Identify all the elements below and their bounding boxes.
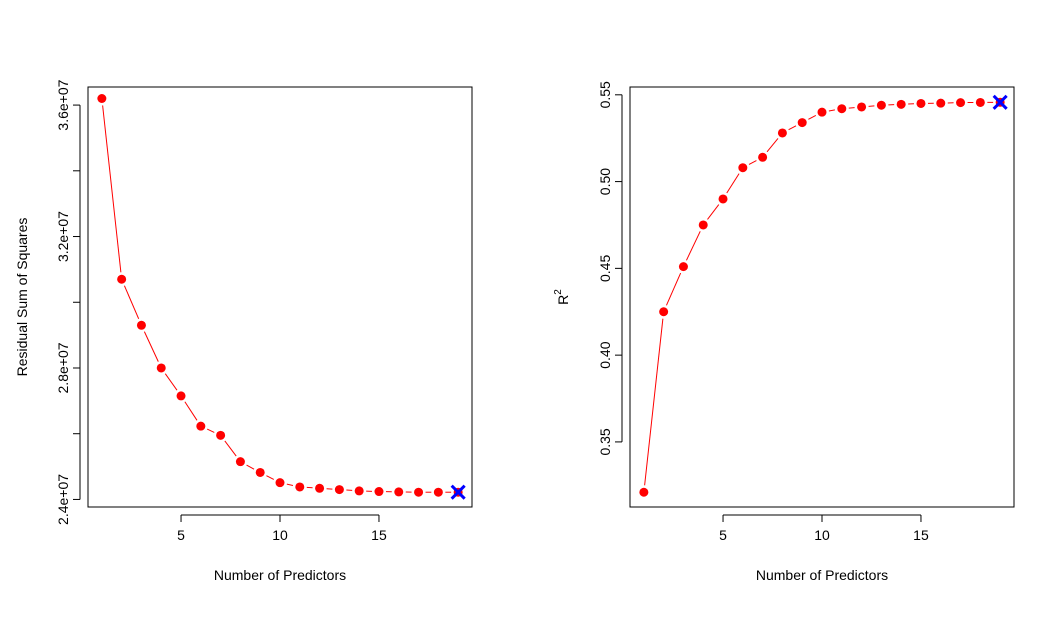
data-point — [176, 391, 186, 401]
data-point — [876, 100, 886, 110]
y-tick-label: 0.55 — [597, 81, 613, 108]
rss-panel: 5 10 15 2.4e+07 2.8e+07 3.2e+07 3.6e+07 Number … — [14, 79, 473, 583]
data-point — [97, 94, 107, 104]
data-point — [354, 486, 364, 496]
series-segment — [184, 401, 198, 421]
series-segment — [206, 428, 215, 433]
data-point — [275, 478, 285, 488]
r-squared-panel: 5 10 15 0.35 0.40 0.45 0.50 0.55 Number of Predi… — [553, 81, 1015, 583]
data-point — [136, 320, 146, 330]
x-tick-label: 15 — [371, 527, 387, 543]
data-point — [394, 487, 404, 497]
y-tick-label: 3.6e+07 — [55, 79, 71, 130]
y-tick-label: 0.45 — [597, 255, 613, 282]
y-tick-label: 2.8e+07 — [55, 342, 71, 393]
series-segment — [164, 373, 178, 391]
data-point — [738, 163, 748, 173]
data-point — [374, 487, 384, 497]
data-point — [639, 487, 649, 497]
data-point — [117, 274, 127, 284]
series-segment — [707, 204, 720, 220]
data-point — [196, 421, 206, 431]
x-tick-label: 5 — [177, 527, 185, 543]
y-tick-label: 2.4e+07 — [55, 474, 71, 525]
data-point — [718, 194, 728, 204]
x-axis-label: Number of Predictors — [214, 567, 346, 583]
data-point — [315, 483, 325, 493]
data-point — [936, 98, 946, 108]
y-axis-label: Residual Sum of Squares — [14, 218, 30, 377]
series-segment — [848, 107, 855, 109]
x-tick-label: 10 — [272, 527, 288, 543]
series-segment — [102, 105, 122, 273]
y-axis-label: R2 — [553, 289, 571, 305]
series-segment — [286, 483, 294, 486]
series-segment — [685, 231, 701, 261]
y-tick-label: 3.2e+07 — [55, 211, 71, 262]
series-segment — [666, 272, 682, 306]
series-segment — [726, 173, 740, 194]
plot-frame — [629, 86, 1015, 508]
series-segment — [143, 331, 159, 362]
series-segment — [788, 125, 797, 131]
series-segment — [828, 109, 835, 112]
data-point — [916, 98, 926, 108]
data-point — [216, 430, 226, 440]
highlight-x-marker-stroke-b — [992, 94, 1008, 110]
x-axis-label: Number of Predictors — [756, 567, 888, 583]
data-point — [433, 487, 443, 497]
data-point — [956, 98, 966, 108]
data-point — [975, 97, 985, 107]
series-segment — [808, 114, 817, 120]
x-tick-label: 10 — [814, 527, 830, 543]
y-axis-label-text: R — [555, 295, 571, 305]
data-point — [678, 262, 688, 272]
series-segment — [748, 160, 757, 165]
data-point — [295, 482, 305, 492]
data-point — [659, 307, 669, 317]
series-segment — [644, 318, 664, 486]
series-segment — [868, 105, 875, 107]
data-point — [896, 99, 906, 109]
y-axis-label-text: Residual Sum of Squares — [14, 218, 30, 377]
data-point — [857, 102, 867, 112]
data-point — [777, 128, 787, 138]
y-tick-label: 0.35 — [597, 428, 613, 455]
series-segment — [123, 285, 140, 320]
data-point — [255, 467, 265, 477]
data-point — [837, 104, 847, 114]
data-point — [334, 485, 344, 495]
data-point — [235, 457, 245, 467]
data-point — [797, 118, 807, 128]
series-segment — [224, 440, 237, 457]
series-segment — [766, 138, 779, 153]
data-point — [156, 363, 166, 373]
series-segment — [266, 475, 275, 480]
series-segment — [246, 464, 255, 470]
plot-frame — [87, 86, 473, 508]
data-point — [758, 152, 768, 162]
x-tick-label: 15 — [913, 527, 929, 543]
data-point — [698, 220, 708, 230]
data-point — [817, 107, 827, 117]
x-tick-label: 5 — [719, 527, 727, 543]
highlight-x-marker-stroke-b — [450, 484, 466, 500]
y-tick-label: 0.40 — [597, 341, 613, 368]
y-tick-label: 0.50 — [597, 168, 613, 195]
y-axis-label-superscript: 2 — [553, 289, 564, 295]
data-point — [414, 487, 424, 497]
